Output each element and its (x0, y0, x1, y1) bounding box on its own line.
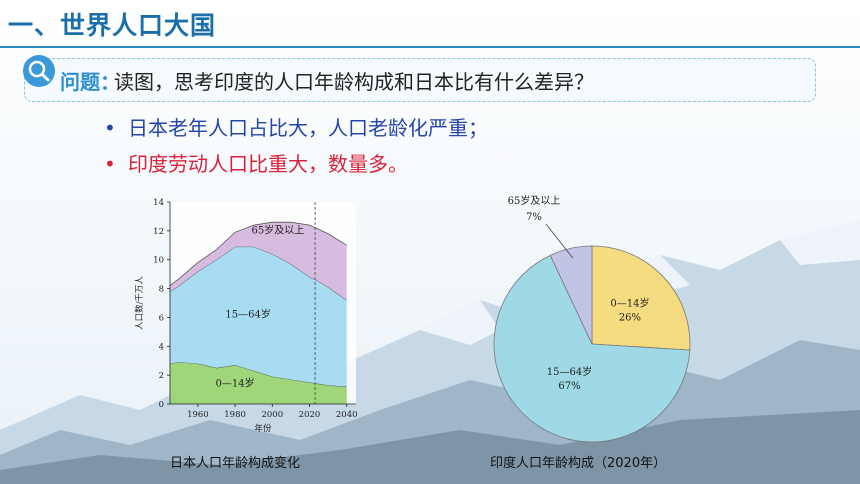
y-tick-label: 14 (153, 198, 164, 208)
bullet-india: • 印度劳动人口比重大，数量多。 (104, 148, 408, 177)
x-tick-label: 2020 (299, 410, 321, 420)
question-box (24, 58, 816, 102)
bullet-text: 印度劳动人口比重大，数量多。 (128, 152, 408, 176)
y-tick-label: 4 (159, 342, 164, 352)
pie-slice-2 (549, 245, 593, 345)
x-tick-label: 1980 (224, 410, 246, 420)
slide-title: 一、世界人口大国 (8, 11, 217, 40)
x-tick-label: 1960 (187, 410, 209, 420)
y-tick-label: 8 (159, 285, 164, 295)
series-label-1: 15—64岁 (225, 307, 270, 320)
slice-label-2: 65岁及以上 (508, 194, 561, 207)
bullet-japan: • 日本老年人口占比大，人口老龄化严重； (104, 112, 488, 141)
slice-percent-0: 26% (619, 312, 641, 323)
x-tick-label: 2040 (336, 410, 358, 420)
leader-line (545, 223, 574, 259)
area-1 (170, 246, 347, 387)
area-2 (170, 222, 347, 301)
title-divider (0, 46, 860, 48)
y-axis-label: 人口数/千万人 (134, 276, 145, 330)
question-text: 读图，思考印度的人口年龄构成和日本比有什么差异？ (114, 70, 594, 94)
bullet-dot: • (104, 152, 116, 176)
bullet-dot: • (104, 116, 116, 140)
y-tick-label: 12 (153, 227, 164, 237)
caption-india: 印度人口年龄构成（2020年） (490, 456, 667, 471)
question-label: 问题： (60, 70, 120, 94)
x-axis-label: 年份 (254, 423, 272, 434)
slice-label-1: 15—64岁 (547, 365, 592, 378)
slice-percent-2: 7% (526, 212, 542, 223)
caption-japan: 日本人口年龄构成变化 (170, 456, 301, 471)
pie-slice-1 (493, 254, 691, 443)
y-tick-label: 10 (153, 256, 164, 266)
area-0 (170, 362, 347, 404)
y-tick-label: 2 (159, 371, 164, 381)
series-line-2 (169, 221, 347, 287)
y-tick-label: 0 (159, 400, 164, 410)
slice-label-0: 0—14岁 (610, 296, 649, 309)
series-label-0: 65岁及以上 (252, 224, 305, 237)
series-label-2: 0—14岁 (216, 377, 255, 390)
slice-percent-1: 67% (558, 381, 580, 392)
magnifier-icon (23, 55, 55, 87)
japan-area-chart: 0 2 4 6 8 10 12 14 1960 1980 2000 2020 2040 年份 人口数/千万人… (134, 198, 358, 434)
india-pie-chart: 0—14岁 26% 15—64岁 67% 65岁及以上 7% (493, 194, 691, 443)
x-tick-label: 2000 (261, 410, 283, 420)
bullet-text: 日本老年人口占比大，人口老龄化严重； (128, 116, 488, 140)
y-tick-label: 6 (159, 313, 164, 323)
pie-slice-0 (591, 245, 691, 351)
